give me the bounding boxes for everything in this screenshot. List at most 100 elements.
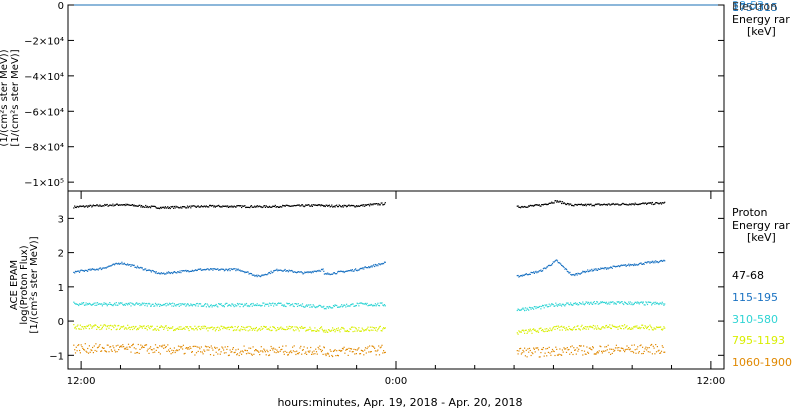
data-point [638, 203, 640, 205]
data-point [327, 205, 329, 207]
data-point [239, 330, 241, 332]
data-point [596, 301, 599, 303]
data-point [323, 331, 325, 333]
data-point [589, 203, 591, 205]
data-point [613, 265, 615, 267]
data-point [621, 347, 623, 349]
data-point [310, 271, 312, 273]
data-point [166, 207, 168, 209]
data-point [375, 354, 377, 356]
data-point [643, 304, 645, 306]
data-point [547, 203, 549, 205]
data-point [648, 347, 650, 349]
data-point [248, 347, 250, 349]
data-point [209, 346, 211, 349]
data-point [210, 268, 212, 270]
data-point [289, 305, 291, 307]
data-point [84, 269, 86, 271]
data-point [319, 270, 321, 272]
data-point [144, 268, 146, 270]
data-point [200, 328, 202, 331]
data-point [601, 352, 603, 354]
data-point [245, 349, 247, 352]
data-point [607, 203, 609, 205]
data-point [98, 326, 100, 328]
data-point [95, 269, 97, 271]
data-point [90, 349, 92, 351]
data-point [324, 353, 326, 355]
data-point [588, 270, 590, 272]
data-point [323, 346, 325, 348]
data-point [133, 264, 135, 266]
data-point [124, 347, 126, 349]
data-point [355, 205, 357, 207]
data-point [531, 272, 533, 274]
data-point [532, 353, 534, 355]
data-point [578, 345, 581, 347]
data-point [264, 205, 266, 207]
data-point [258, 275, 260, 277]
data-point [305, 330, 307, 332]
data-point [74, 205, 76, 207]
data-point [209, 204, 212, 206]
data-point [145, 344, 148, 346]
data-point [327, 329, 330, 331]
data-point [654, 328, 656, 330]
data-point [642, 346, 644, 348]
data-point [600, 301, 602, 303]
y-tick-label: 1 [58, 283, 64, 294]
data-point [584, 271, 586, 274]
data-point [229, 326, 231, 328]
data-point [590, 203, 592, 205]
data-point [516, 275, 518, 277]
data-point [187, 207, 189, 209]
data-point [199, 348, 201, 350]
series-310-580 [516, 301, 666, 312]
data-point [184, 206, 186, 208]
data-point [337, 306, 339, 308]
data-point [133, 327, 135, 330]
data-point [605, 346, 608, 348]
data-point [277, 270, 279, 272]
data-point [645, 326, 647, 328]
data-point [373, 346, 375, 348]
data-point [644, 261, 646, 263]
data-point [629, 263, 631, 266]
data-point [154, 328, 156, 330]
data-point [104, 324, 106, 326]
data-point [624, 264, 626, 266]
data-point [101, 268, 103, 270]
data-point [587, 326, 589, 328]
data-point [360, 267, 362, 269]
data-point [196, 269, 198, 271]
data-point [536, 204, 538, 206]
data-point [282, 205, 285, 207]
data-point [526, 307, 528, 309]
data-point [375, 203, 377, 205]
data-point [326, 331, 328, 333]
data-point [282, 304, 284, 306]
data-point [91, 327, 93, 329]
data-point [277, 351, 280, 353]
data-point [127, 263, 129, 265]
data-point [323, 308, 325, 310]
data-point [597, 203, 599, 205]
data-point [233, 329, 235, 331]
data-point [652, 345, 654, 347]
data-point [366, 267, 368, 269]
data-point [111, 325, 113, 327]
data-point [251, 305, 253, 307]
data-point [241, 350, 243, 352]
data-point [646, 349, 648, 351]
data-point [320, 270, 322, 272]
data-point [159, 345, 161, 347]
data-point [327, 353, 330, 355]
data-point [245, 271, 248, 273]
data-point [518, 309, 520, 311]
data-point [534, 329, 536, 331]
data-point [96, 302, 99, 304]
data-point [250, 272, 252, 275]
data-point [128, 326, 130, 328]
data-point [601, 268, 603, 270]
data-point [232, 347, 234, 349]
